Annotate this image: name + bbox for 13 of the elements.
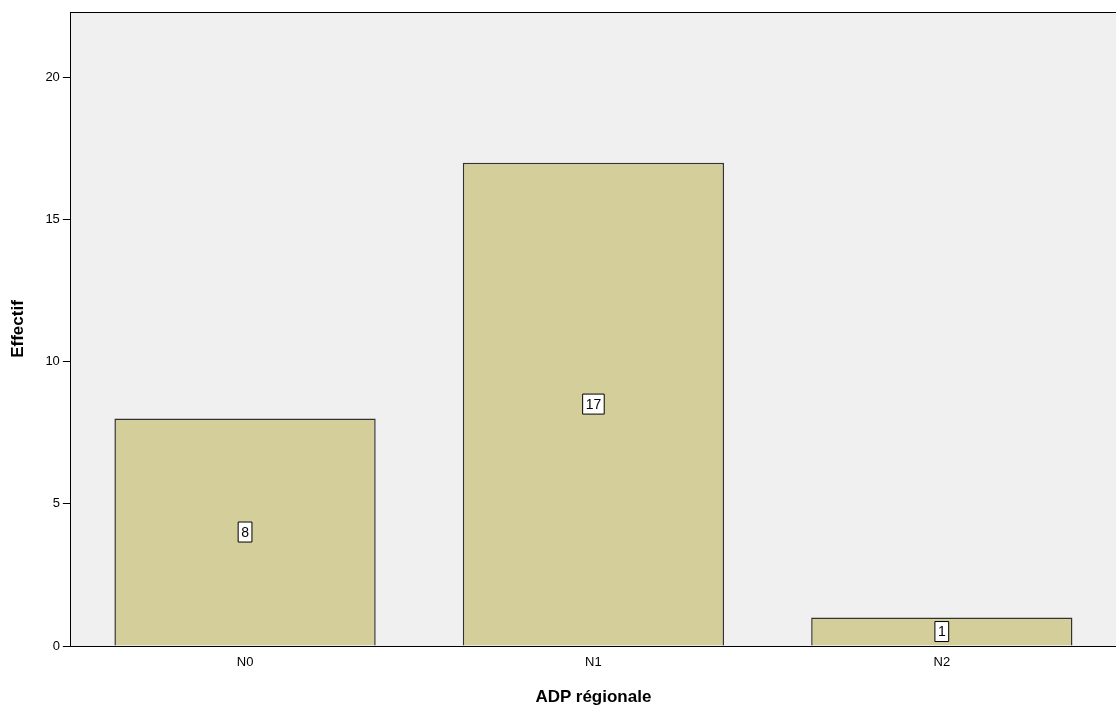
x-tick-label: N1 [585,654,602,670]
y-axis-title: Effectif [7,299,27,358]
y-tick-label: 10 [45,353,60,369]
y-tick-label: 0 [52,637,60,653]
x-axis-title: ADP régionale [535,687,652,707]
data-label: 1 [937,623,946,640]
x-tick-label: N2 [933,654,951,670]
y-tick-label: 20 [45,68,60,84]
x-tick-label: N0 [236,654,254,670]
data-label: 17 [585,395,602,412]
y-tick-label: 15 [45,211,60,227]
data-label: 8 [241,523,250,540]
y-tick-label: 5 [52,495,60,511]
